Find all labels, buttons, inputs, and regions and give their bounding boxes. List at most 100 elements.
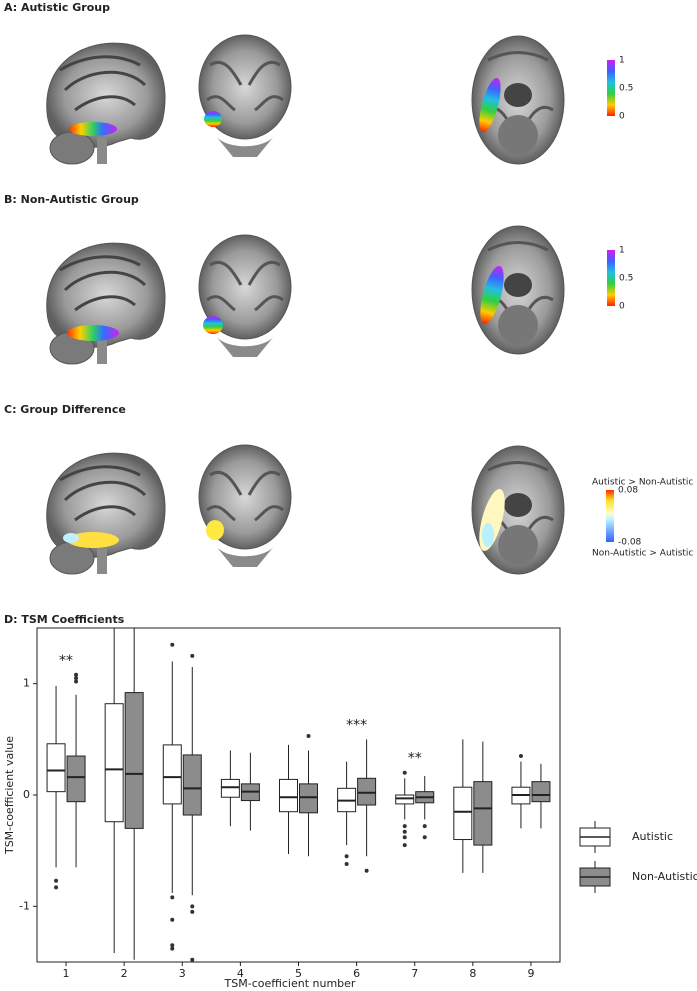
colorbar <box>607 250 615 306</box>
significance: *** <box>346 717 367 733</box>
x-axis-title: TSM-coefficient number <box>224 977 356 990</box>
significance: ** <box>59 653 73 669</box>
outlier <box>190 904 195 909</box>
box <box>182 754 202 816</box>
y-axis-title: TSM-coefficient value <box>3 736 16 855</box>
coronal-slice <box>197 233 293 359</box>
overlay <box>63 533 79 543</box>
coronal-slice <box>197 33 293 159</box>
outlier <box>402 824 407 829</box>
colorbar-tick-label: 0.5 <box>619 84 633 94</box>
brain <box>197 233 293 359</box>
sagittal-slice <box>45 451 167 576</box>
panel-title: A: Autistic Group <box>4 1 110 14</box>
colorbar-tick-label: -0.08 <box>618 538 642 548</box>
x-tick-label: 7 <box>411 967 418 980</box>
colorbar-label: Non-Autistic > Autistic <box>592 549 693 559</box>
outlier <box>190 909 195 914</box>
outlier <box>422 835 427 840</box>
overlay <box>69 122 117 136</box>
sagittal-slice <box>45 241 167 366</box>
outlier <box>344 862 349 867</box>
outlier <box>170 917 175 922</box>
legend-label: Autistic <box>632 830 673 843</box>
box <box>357 777 377 806</box>
box <box>46 743 66 793</box>
overlay <box>480 265 504 325</box>
axial-slice <box>470 224 566 356</box>
outlier <box>170 895 175 900</box>
box <box>220 778 240 798</box>
brain <box>45 451 167 576</box>
x-tick-label: 3 <box>179 967 186 980</box>
box <box>162 744 182 805</box>
outlier <box>518 754 523 759</box>
y-tick-label: 1 <box>23 677 30 690</box>
coronal-slice <box>197 443 293 569</box>
colorbar-tick-label: 0.08 <box>618 486 638 496</box>
outlier <box>306 733 311 738</box>
colorbar <box>606 490 614 542</box>
brain <box>197 443 293 569</box>
box <box>279 778 298 813</box>
outlier <box>54 885 59 890</box>
colorbar-tick-label: 1 <box>619 56 625 66</box>
outlier <box>74 676 79 681</box>
panel-title: B: Non-Autistic Group <box>4 193 139 206</box>
outlier <box>74 672 79 677</box>
box <box>453 786 473 841</box>
colorbar-tick-label: 0.5 <box>619 274 633 284</box>
y-tick-label: -1 <box>19 899 30 912</box>
outlier <box>402 843 407 848</box>
outlier <box>74 679 79 684</box>
box <box>124 692 144 829</box>
overlay <box>206 520 224 540</box>
axial-slice <box>470 444 566 576</box>
chart-title: D: TSM Coefficients <box>4 613 125 626</box>
box <box>104 703 124 823</box>
colorbar-tick-label: 0 <box>619 302 625 312</box>
outlier <box>402 829 407 834</box>
colorbar-label: Autistic > Non-Autistic <box>592 478 693 488</box>
x-tick-label: 1 <box>63 967 70 980</box>
legend-label: Non-Autistic <box>632 870 697 883</box>
outlier <box>54 878 59 883</box>
outlier <box>170 946 175 951</box>
brain <box>45 241 167 366</box>
x-tick-label: 5 <box>295 967 302 980</box>
overlay <box>67 325 119 341</box>
box <box>66 755 86 803</box>
outlier <box>364 868 369 873</box>
x-tick-label: 4 <box>237 967 244 980</box>
overlay <box>67 532 119 548</box>
brain <box>45 41 167 166</box>
box <box>473 781 493 846</box>
outlier <box>170 642 175 647</box>
x-tick-label: 6 <box>353 967 360 980</box>
sagittal-slice <box>45 41 167 166</box>
colorbar-tick-label: 0 <box>619 112 625 122</box>
outlier <box>190 957 195 962</box>
outlier <box>170 943 175 948</box>
overlay <box>479 77 501 133</box>
significance: ** <box>408 751 422 767</box>
outlier <box>190 653 195 658</box>
outlier <box>402 770 407 775</box>
overlay <box>203 316 223 334</box>
x-tick-label: 2 <box>121 967 128 980</box>
box <box>299 783 318 814</box>
overlay <box>482 523 494 547</box>
brain <box>197 33 293 159</box>
box <box>531 781 551 803</box>
outlier <box>344 854 349 859</box>
outlier <box>402 835 407 840</box>
box <box>395 794 415 805</box>
panel-title: C: Group Difference <box>4 403 126 416</box>
x-tick-label: 9 <box>527 967 534 980</box>
colorbar <box>607 60 615 116</box>
colorbar-tick-label: 1 <box>619 246 625 256</box>
outlier <box>422 824 427 829</box>
x-tick-label: 8 <box>469 967 476 980</box>
